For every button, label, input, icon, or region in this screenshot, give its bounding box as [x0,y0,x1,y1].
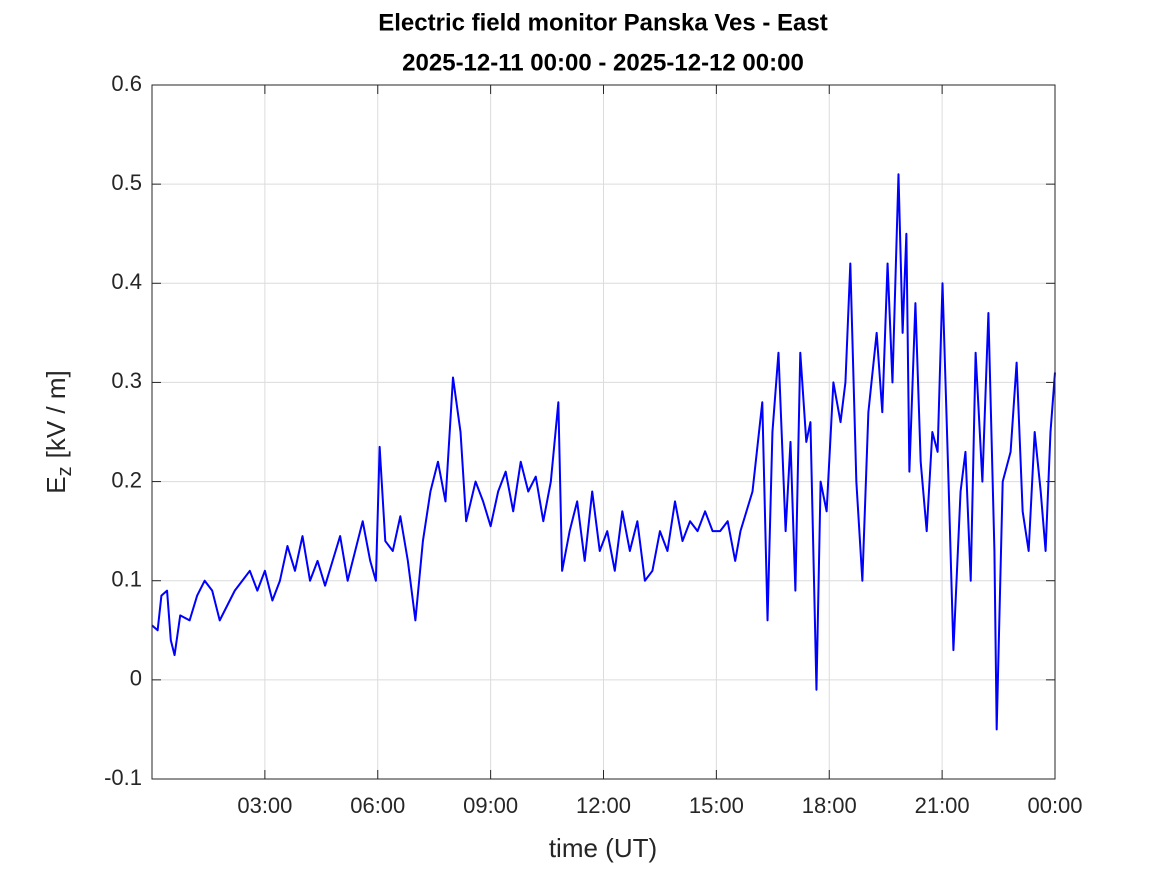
x-tick-label: 12:00 [576,793,631,818]
chart-subtitle: 2025-12-11 00:00 - 2025-12-12 00:00 [402,49,804,76]
x-tick-label: 21:00 [915,793,970,818]
x-tick-label: 00:00 [1027,793,1082,818]
x-tick-label: 03:00 [237,793,292,818]
y-label-unit: [kV / m] [41,370,71,458]
y-tick-label: -0.1 [104,765,142,790]
y-tick-label: 0 [130,666,142,691]
y-axis-label: Ez [kV / m] [41,370,76,493]
chart-title: Electric field monitor Panska Ves - East [378,9,828,36]
x-tick-label: 15:00 [689,793,744,818]
plot-frame [151,84,1056,780]
y-label-subscript: z [54,466,76,476]
x-tick-label: 18:00 [802,793,857,818]
y-tick-label: 0.4 [111,269,142,294]
data-line [151,173,1056,731]
y-tick-label: 0.5 [111,170,142,195]
y-tick-label: 0.6 [111,71,142,96]
y-tick-label: 0.2 [111,467,142,492]
x-tick-label: 06:00 [350,793,405,818]
x-tick-label: 09:00 [463,793,518,818]
y-tick-label: 0.3 [111,368,142,393]
x-axis-label: time (UT) [549,833,657,863]
y-label-base: E [41,476,71,493]
y-tick-label: 0.1 [111,567,142,592]
